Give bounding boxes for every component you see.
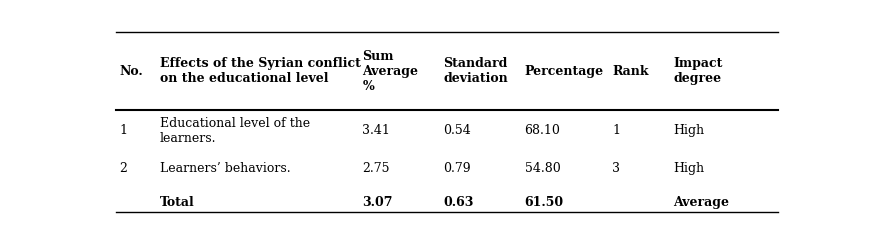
Text: Total: Total xyxy=(160,196,194,209)
Text: Educational level of the
learners.: Educational level of the learners. xyxy=(160,117,310,145)
Text: 3.41: 3.41 xyxy=(363,124,391,137)
Text: 1: 1 xyxy=(119,124,127,137)
Text: Sum
Average
%: Sum Average % xyxy=(363,50,419,93)
Text: Learners’ behaviors.: Learners’ behaviors. xyxy=(160,162,290,175)
Text: No.: No. xyxy=(119,65,143,78)
Text: Average: Average xyxy=(673,196,729,209)
Text: Percentage: Percentage xyxy=(525,65,603,78)
Text: 68.10: 68.10 xyxy=(525,124,561,137)
Text: 61.50: 61.50 xyxy=(525,196,563,209)
Text: 3.07: 3.07 xyxy=(363,196,393,209)
Text: 2.75: 2.75 xyxy=(363,162,390,175)
Text: Impact
degree: Impact degree xyxy=(673,57,723,85)
Text: 0.54: 0.54 xyxy=(444,124,471,137)
Text: Effects of the Syrian conflict
on the educational level: Effects of the Syrian conflict on the ed… xyxy=(160,57,360,85)
Text: Rank: Rank xyxy=(612,65,649,78)
Text: High: High xyxy=(673,124,705,137)
Text: 54.80: 54.80 xyxy=(525,162,561,175)
Text: 1: 1 xyxy=(612,124,621,137)
Text: 2: 2 xyxy=(119,162,127,175)
Text: 0.63: 0.63 xyxy=(444,196,473,209)
Text: High: High xyxy=(673,162,705,175)
Text: Standard
deviation: Standard deviation xyxy=(444,57,508,85)
Text: 3: 3 xyxy=(612,162,621,175)
Text: 0.79: 0.79 xyxy=(444,162,471,175)
